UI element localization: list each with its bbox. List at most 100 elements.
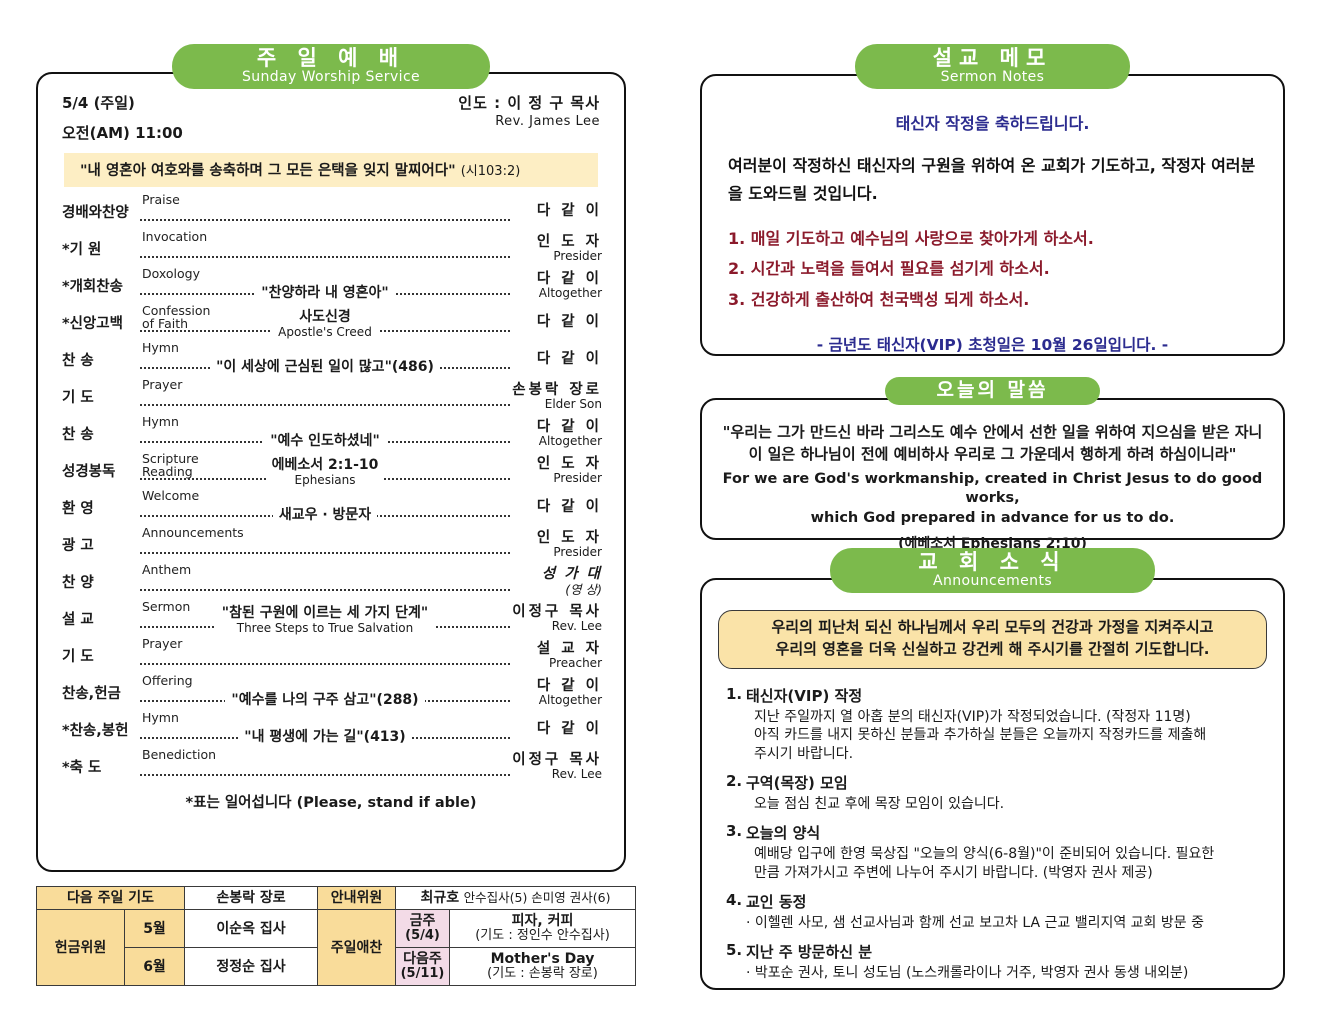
order-row: 성경봉독 Scripture Reading 에베소서 2:1-10 Ephesian… [62, 450, 602, 489]
week-next-menu: Mother's Day [490, 951, 595, 968]
week-this-date: (5/4) [405, 928, 440, 944]
announcements-header-kr: 교 회 소 식 [918, 550, 1067, 574]
order-name-en: Scripture Reading [142, 450, 199, 479]
sermon-notes-header-kr: 설교 메모 [932, 46, 1053, 70]
order-row: 환 영 Welcome 새교우 · 방문자 다 같 이 [62, 487, 602, 526]
order-name-en: Announcements [142, 524, 244, 540]
sermon-notes-prayer-list: 1. 매일 기도하고 예수님의 사랑으로 찾아가게 하소서. 2. 시간과 노력을… [702, 224, 1283, 315]
week-this-cell: 금주 (5/4) [395, 909, 450, 949]
word-en-line1: For we are God's workmanship, created in… [722, 470, 1263, 507]
announcement-heading: 태신자(VIP) 작정 [746, 686, 863, 705]
order-assignee-en: (영 상) [565, 581, 602, 597]
order-middle: Praise [140, 191, 510, 229]
announcement-line: 아직 카드를 내지 못하신 분들과 추가하실 분들은 오늘까지 작정카드를 제출… [754, 727, 1207, 744]
announcement-number: 3. [726, 822, 743, 841]
week-next-label: 다음주 [403, 951, 442, 968]
order-name-kr: 찬 송 [62, 353, 94, 369]
leader-dots [140, 773, 510, 776]
order-name-kr: *신앙고백 [62, 316, 123, 332]
word-en-line2: which God prepared in advance for us to … [810, 509, 1175, 526]
order-name-en: Welcome [142, 487, 200, 503]
announcement-heading: 구역(목장) 모임 [746, 774, 848, 793]
order-name-en: Hymn [142, 413, 179, 429]
announcements-card: 우리의 피난처 되신 하나님께서 우리 모두의 건강과 가정을 지켜주시고 우리… [700, 578, 1285, 990]
offering-label: 헌금위원 [36, 909, 125, 987]
order-middle: Doxology "찬양하라 내 영혼아" [140, 266, 510, 303]
announcement-heading: 교인 동정 [746, 892, 807, 911]
order-assignee: 다 같 이 [536, 498, 602, 515]
word-of-day-header-pill: 오늘의 말씀 [885, 377, 1100, 405]
order-name-en: Praise [142, 191, 180, 207]
announcement-line: 만큼 가져가시고 주변에 나누어 주시기 바랍니다. (박영자 권사 제공) [754, 864, 1153, 881]
order-middle: Offering "예수를 나의 구주 삼고"(288) [140, 672, 510, 710]
order-assignee: 손봉락 장로 Elder Son [510, 382, 602, 411]
order-assignee-en: Altogether [538, 285, 602, 300]
week-this-label: 금주 [409, 913, 436, 930]
order-row: 광 고 Announcements 인 도 자 Presider [62, 524, 602, 563]
order-row: 기 도 Prayer 손봉락 장로 Elder Son [62, 377, 602, 415]
order-row: 설 교 Sermon "참된 구원에 이르는 세 가지 단계" Three Steps… [62, 599, 602, 637]
order-title: 사도신경 Apostle's Creed [272, 305, 378, 339]
order-assignee-en: Presider [553, 544, 602, 559]
week-next-menu-cell: Mother's Day (기도 : 손봉락 장로) [449, 947, 636, 987]
announcement-item: 4. 교인 동정 · 이헬렌 사모, 샘 선교사님과 함께 선교 보고차 LA 근교… [726, 891, 1263, 933]
announcements-list: 1. 태신자(VIP) 작정 지난 주일까지 열 아홉 분의 태신자(VIP)가 작… [726, 685, 1263, 983]
worship-header-pill: 주 일 예 배 Sunday Worship Service [172, 44, 490, 89]
order-assignee: 성 가 대 (영 상) [510, 567, 602, 597]
order-middle: Sermon "참된 구원에 이르는 세 가지 단계" Three Steps to… [140, 599, 510, 636]
month-jun-label: 6월 [124, 947, 185, 987]
word-of-day-card: "우리는 그가 만드신 바라 그리스도 예수 안에서 선한 일을 위하여 지으심… [700, 398, 1285, 552]
service-date: 5/4 (주일) [62, 94, 135, 112]
leader-dots [140, 662, 510, 665]
order-name-en: Benediction [142, 746, 217, 762]
order-name-kr: 광 고 [62, 538, 94, 554]
order-assignee-en: Presider [553, 248, 602, 263]
order-middle: Benediction [140, 746, 510, 784]
order-name-en: Offering [142, 672, 193, 688]
order-name-kr: 설 교 [62, 612, 94, 628]
order-name-en: Anthem [142, 561, 192, 577]
duty-roster-table: 다음 주일 기도 손봉락 장로 안내위원 최규호 안수집사(5) 손미영 권사(… [36, 885, 636, 987]
leader-dots [140, 255, 510, 258]
leader-dots [140, 218, 510, 221]
order-middle: Confession of Faith 사도신경 Apostle's Creed [140, 303, 510, 340]
order-assignee: 이정구 목사 Rev. Lee [510, 752, 602, 781]
order-name-kr: 기 도 [62, 390, 94, 406]
order-name-kr: *기 원 [62, 242, 102, 258]
order-middle: Scripture Reading 에베소서 2:1-10 Ephesians [140, 450, 510, 488]
table-row: 6월 정정순 집사 다음주 (5/11) Mother's Day (기도 : … [37, 947, 636, 987]
lunch-label: 주일애찬 [317, 909, 396, 987]
announcement-item: 2. 구역(목장) 모임 오늘 점심 친교 후에 목장 모임이 있습니다. [726, 772, 1263, 814]
week-this-menu-cell: 피자, 커피 (기도 : 정인수 안수집사) [449, 909, 636, 949]
sermon-note-item: 1. 매일 기도하고 예수님의 사랑으로 찾아가게 하소서. [728, 229, 1094, 248]
sermon-notes-invite-note: - 금년도 태신자(VIP) 초청일은 10월 26일입니다. - [816, 336, 1169, 355]
announcement-line: 주시기 바랍니다. [754, 746, 854, 763]
week-next-date: (5/11) [400, 966, 445, 982]
usher-name: 최규호 [420, 890, 460, 906]
word-of-day-en: For we are God's workmanship, created in… [716, 470, 1269, 529]
week-this-menu: 피자, 커피 [511, 913, 574, 930]
verse-ref: (시103:2) [460, 164, 521, 179]
order-assignee-en: Rev. Lee [551, 766, 602, 781]
table-row: 다음 주일 기도 손봉락 장로 안내위원 최규호 안수집사(5) 손미영 권사(… [36, 885, 636, 911]
order-title: "찬양하라 내 영혼아" [255, 281, 395, 302]
order-name-kr: 찬 양 [62, 575, 94, 591]
order-middle: Prayer [140, 636, 510, 673]
table-row: 헌금위원 5월 이순옥 집사 주일애찬 금주 (5/4) 피자, 커피 (기도 … [36, 909, 636, 987]
order-middle: Hymn "내 평생에 가는 길"(413) [140, 710, 510, 747]
order-name-kr: *찬송,봉헌 [62, 723, 129, 739]
order-middle: Anthem [140, 561, 510, 599]
order-assignee: 이정구 목사 Rev. Lee [510, 604, 602, 633]
sermon-note-item: 2. 시간과 노력을 들여서 필요를 섬기게 하소서. [728, 259, 1050, 279]
order-assignee-en: Altogether [538, 692, 602, 707]
order-subtitle: Three Steps to True Salvation [236, 620, 414, 635]
usher-label: 안내위원 [317, 885, 396, 911]
order-assignee: 설 교 자 Preacher [510, 641, 602, 670]
service-time: 오전(AM) 11:00 [62, 124, 183, 142]
order-assignee-en: Rev. Lee [551, 618, 602, 633]
next-sunday-prayer-label: 다음 주일 기도 [36, 885, 185, 911]
announcement-line: 오늘 점심 친교 후에 목장 모임이 있습니다. [754, 796, 1005, 813]
word-kr-line2: 이 일은 하나님이 전에 예비하사 우리로 그 가운데서 행하게 하려 하심이니… [748, 444, 1237, 463]
